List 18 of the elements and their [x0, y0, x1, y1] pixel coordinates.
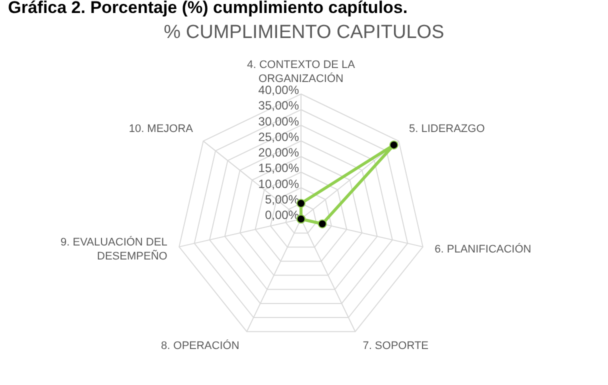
- y-tick-label: 35,00%: [258, 98, 300, 113]
- spoke-label: 9. EVALUACIÓN DEL DESEMPEÑO: [60, 236, 168, 263]
- spoke-label: 4. CONTEXTO DE LA ORGANIZACIÓN: [247, 59, 356, 85]
- y-tick-label: 25,00%: [258, 130, 300, 144]
- text: Gráfica 2. Porcentaje (%) cumplimiento capítulos.: [8, 0, 408, 18]
- spoke-label: 10. MEJORA: [128, 123, 194, 136]
- spoke-label: 5. LIDERAZGO: [408, 123, 486, 136]
- y-tick-label: 40,00%: [258, 83, 300, 97]
- chart-title: % CUMPLIMIENTO CAPITULOS: [162, 22, 446, 44]
- y-tick-label: 10,00%: [258, 176, 300, 191]
- y-tick-label: 0,00%: [264, 208, 300, 222]
- y-tick-label: 20,00%: [258, 146, 300, 160]
- spoke-label: 7. SOPORTE: [362, 340, 429, 352]
- y-tick-label: 30,00%: [258, 114, 300, 128]
- spoke-label: 6. PLANIFICACIÓN: [434, 242, 532, 256]
- y-tick-label: 15,00%: [258, 161, 300, 176]
- y-tick-label: 5,00%: [264, 192, 300, 206]
- spoke-label: 8. OPERACIÓN: [161, 338, 240, 352]
